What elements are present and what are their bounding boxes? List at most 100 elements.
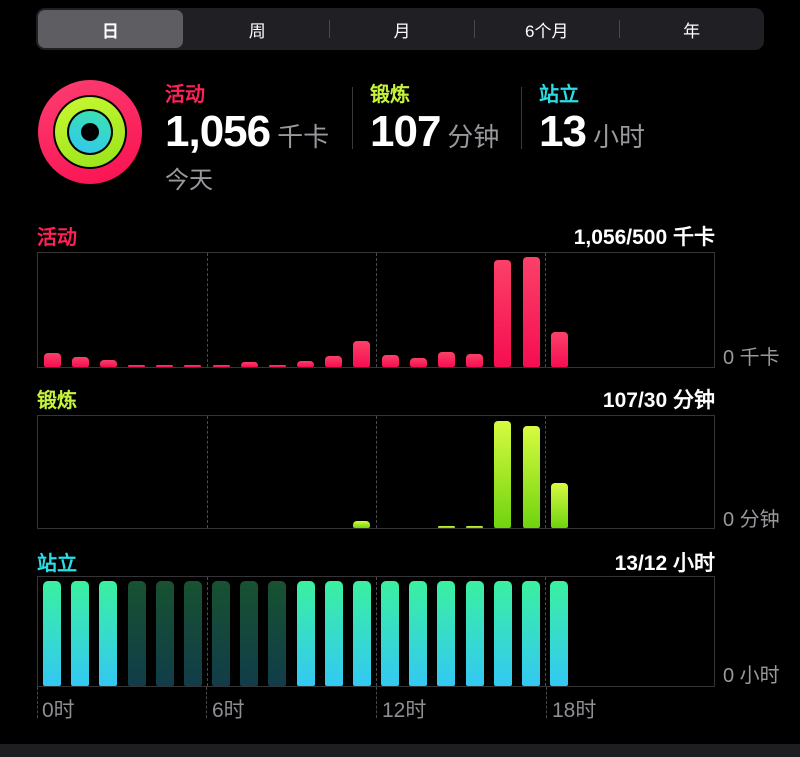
bar-hour-18[interactable] [550,581,569,686]
bar-hour-16[interactable] [493,581,512,686]
bar-hour-7[interactable] [240,581,259,686]
gridline-6h [207,416,208,528]
bar-hour-14[interactable] [437,525,455,528]
bar-hour-13[interactable] [409,581,428,686]
axis-tick-18h: 18时 [552,699,597,722]
tab-six-months[interactable]: 6个月 [473,8,619,50]
activity-chart-plot[interactable] [37,252,715,368]
activity-baseline-label: 0 千卡 [723,347,780,369]
stat-stand-label: 站立 [539,84,579,106]
bar-hour-15[interactable] [465,581,484,686]
bar-slot-hour-18 [545,416,573,528]
bar-slot-hour-12 [376,577,404,686]
bar-hour-16[interactable] [494,420,512,528]
stat-stand: 站立 13 小时 [539,82,645,156]
bar-hour-11[interactable] [352,581,371,686]
bar-hour-18[interactable] [550,483,568,528]
bar-hour-11[interactable] [353,340,371,367]
stand-chart-plot[interactable] [37,576,715,687]
bar-hour-8[interactable] [268,581,287,686]
bar-slot-hour-8 [263,253,291,367]
bar-slot-hour-22 [658,253,686,367]
bar-hour-12[interactable] [381,581,400,686]
gridline-18h [545,253,546,367]
bar-slot-hour-17 [517,577,545,686]
activity-chart-title: 活动 [37,227,77,249]
bar-hour-0[interactable] [43,353,61,367]
bar-hour-4[interactable] [155,581,174,686]
bar-hour-17[interactable] [522,581,540,686]
bar-slot-hour-15 [461,416,489,528]
bar-slot-hour-18 [545,253,573,367]
bar-hour-2[interactable] [99,359,117,367]
bar-slot-hour-1 [66,416,94,528]
tab-day[interactable]: 日 [38,10,183,48]
axis-stub-12h [376,687,377,718]
bar-hour-5[interactable] [184,365,202,367]
bar-hour-5[interactable] [183,581,202,686]
bar-hour-15[interactable] [466,525,484,528]
bar-slot-hour-4 [151,416,179,528]
bar-hour-0[interactable] [43,581,62,686]
bottom-window-strip [0,744,800,757]
bar-slot-hour-20 [601,416,629,528]
exercise-ring-icon [55,97,125,167]
bar-hour-11[interactable] [353,520,371,528]
stat-activity-value: 1,056 [165,107,271,156]
bar-hour-1[interactable] [71,357,89,367]
bar-slot-hour-2 [94,416,122,528]
bar-hour-16[interactable] [494,260,512,367]
bar-hour-13[interactable] [409,358,427,367]
bar-hour-10[interactable] [325,356,343,367]
bar-slot-hour-23 [686,253,714,367]
bar-hour-10[interactable] [324,581,343,686]
bar-slot-hour-11 [348,253,376,367]
bar-hour-2[interactable] [99,581,118,686]
bar-slot-hour-17 [517,253,545,367]
bar-slot-hour-18 [545,577,573,686]
bar-hour-15[interactable] [466,354,484,367]
stand-chart-total: 13/12 小时 [614,552,715,575]
bar-hour-12[interactable] [381,355,399,367]
bar-slot-hour-10 [320,577,348,686]
date-label: 今天 [165,167,213,194]
bar-slot-hour-19 [573,577,601,686]
bar-slot-hour-14 [432,416,460,528]
bar-hour-4[interactable] [156,364,174,367]
bar-slot-hour-15 [461,253,489,367]
bar-slot-hour-4 [151,253,179,367]
stat-exercise-unit: 分钟 [447,122,500,152]
bar-hour-3[interactable] [127,581,146,686]
bar-slot-hour-10 [320,253,348,367]
bar-hour-18[interactable] [550,332,568,367]
stat-divider [352,87,353,149]
bar-hour-9[interactable] [297,361,315,367]
bar-slot-hour-12 [376,253,404,367]
bar-hour-14[interactable] [437,581,456,686]
tab-month[interactable]: 月 [329,8,475,50]
bar-hour-14[interactable] [437,352,455,367]
bar-slot-hour-14 [432,577,460,686]
exercise-chart-plot[interactable] [37,415,715,529]
bar-hour-8[interactable] [268,364,286,367]
bar-slot-hour-16 [489,416,517,528]
tab-year[interactable]: 年 [618,8,764,50]
bar-hour-17[interactable] [522,425,540,528]
bar-slot-hour-7 [235,253,263,367]
bar-slot-hour-3 [123,253,151,367]
bar-hour-3[interactable] [128,364,146,367]
bar-hour-7[interactable] [240,362,258,367]
bar-hour-6[interactable] [212,581,231,686]
stat-activity: 活动 1,056 千卡 今天 [165,82,329,195]
bar-hour-6[interactable] [212,364,230,367]
stat-stand-unit: 小时 [592,122,645,152]
bar-slot-hour-11 [348,577,376,686]
bar-hour-9[interactable] [296,581,315,686]
tab-week[interactable]: 周 [248,21,266,41]
gridline-12h [376,253,377,367]
stat-activity-label: 活动 [165,84,205,106]
bar-slot-hour-19 [573,416,601,528]
bar-slot-hour-0 [38,416,66,528]
bar-hour-1[interactable] [71,581,90,686]
bar-hour-17[interactable] [522,256,540,367]
